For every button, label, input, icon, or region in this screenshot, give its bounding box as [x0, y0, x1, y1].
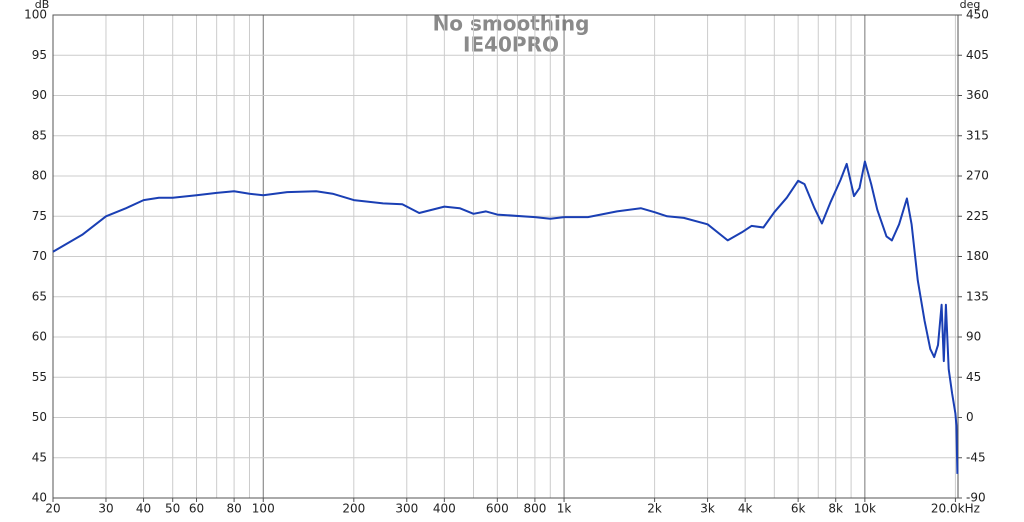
- plot-frame: [52, 14, 959, 499]
- x-tick-label: 80: [226, 502, 241, 516]
- y-tick-label: 65: [32, 289, 47, 303]
- x-tick-label: 50: [165, 502, 180, 516]
- y2-tick-label: 180: [966, 249, 989, 263]
- y2-tick-label: 225: [966, 209, 989, 223]
- x-tick-label: 40: [136, 502, 151, 516]
- x-tick-label: 10k: [854, 502, 876, 516]
- y-tick-label: 100: [24, 8, 47, 22]
- y2-tick-label: 45: [966, 370, 981, 384]
- y-tick-label: 50: [32, 410, 47, 424]
- x-tick-label: 600: [486, 502, 509, 516]
- series-line: [52, 160, 959, 474]
- y-tick-label: 40: [32, 491, 47, 505]
- y2-tick-label: 450: [966, 8, 989, 22]
- y-tick-label: 70: [32, 249, 47, 263]
- y2-tick-label: 135: [966, 289, 989, 303]
- x-tick-label: 400: [433, 502, 456, 516]
- x-tick-label: 100: [252, 502, 275, 516]
- x-tick-label: 200: [342, 502, 365, 516]
- x-tick-label: 4k: [738, 502, 753, 516]
- x-tick-label: 800: [523, 502, 546, 516]
- y2-axis-unit: deg: [960, 0, 981, 11]
- x-tick-label: 2k: [647, 502, 662, 516]
- y-tick-label: 45: [32, 450, 47, 464]
- y2-tick-label: 0: [966, 410, 974, 424]
- x-tick-label: 8k: [828, 502, 843, 516]
- x-tick-label: 1k: [557, 502, 572, 516]
- y2-tick-label: -90: [966, 491, 986, 505]
- chart-subtitle: IE40PRO: [463, 33, 559, 57]
- x-tick-label: 6k: [791, 502, 806, 516]
- y-tick-label: 55: [32, 370, 47, 384]
- x-tick-label: 300: [395, 502, 418, 516]
- y-axis-unit: dB: [35, 0, 50, 11]
- y-tick-label: 90: [32, 88, 47, 102]
- y2-tick-label: 270: [966, 169, 989, 183]
- x-tick-label: 20.0kHz: [931, 502, 980, 516]
- y2-tick-label: 90: [966, 330, 981, 344]
- x-tick-label: 20: [45, 502, 60, 516]
- x-tick-label: 3k: [700, 502, 715, 516]
- y2-tick-label: -45: [966, 450, 986, 464]
- x-tick-label: 30: [98, 502, 113, 516]
- y2-tick-label: 405: [966, 48, 989, 62]
- y-tick-label: 75: [32, 209, 47, 223]
- y-tick-label: 80: [32, 169, 47, 183]
- y2-tick-label: 360: [966, 88, 989, 102]
- y-tick-label: 95: [32, 48, 47, 62]
- y2-tick-label: 315: [966, 128, 989, 142]
- y-tick-label: 85: [32, 128, 47, 142]
- y-tick-label: 60: [32, 330, 47, 344]
- x-tick-label: 60: [189, 502, 204, 516]
